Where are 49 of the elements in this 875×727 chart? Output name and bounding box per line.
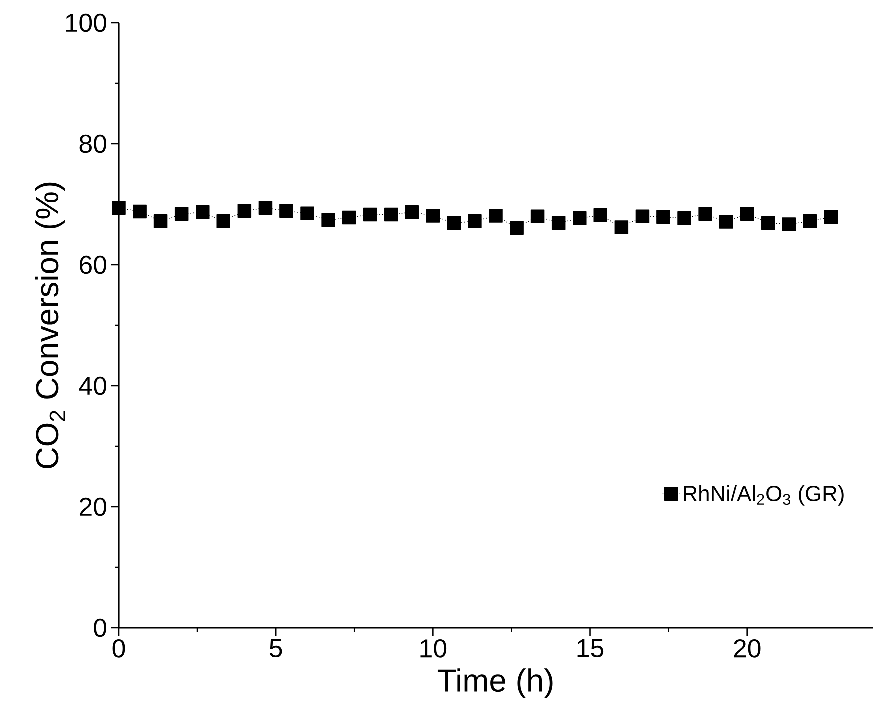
y-axis-title: CO$_{2}$ Conversion (%): [35, 182, 66, 469]
point: [824, 210, 838, 224]
point: [196, 205, 210, 220]
point: [678, 212, 692, 226]
point: [656, 210, 670, 224]
point: [510, 221, 524, 235]
point: [762, 216, 776, 230]
point: [614, 220, 629, 234]
y-tick-label: 0: [94, 618, 106, 638]
point: [216, 214, 230, 228]
point: [133, 204, 147, 219]
y-tick-label: 40: [79, 376, 106, 396]
x-tick-label: 20: [734, 639, 761, 658]
point: [636, 210, 650, 224]
point: [112, 201, 126, 215]
point: [552, 216, 566, 230]
y-tick-label: 20: [80, 498, 106, 516]
point: [300, 206, 314, 220]
point: [384, 208, 398, 222]
y-tick-label: 80: [80, 134, 106, 154]
point: [530, 210, 545, 224]
point: [363, 208, 378, 222]
legend-label: RhNi/Al$_{2}$O$_{3}$ (GR): [684, 485, 844, 506]
x-tick-label: 5: [270, 639, 282, 658]
x-tick-label: 10: [420, 639, 447, 658]
x-tick-label: 15: [578, 639, 604, 658]
x-tick-label: 0: [112, 639, 126, 658]
point: [238, 204, 252, 218]
point: [154, 214, 168, 228]
y-tick-label: 60: [80, 256, 106, 274]
point: [258, 201, 273, 215]
point: [280, 204, 294, 218]
point: [468, 214, 482, 228]
point: [740, 207, 754, 222]
point: [342, 210, 356, 225]
point: [174, 207, 189, 222]
x-axis-title: Time (h): [438, 668, 553, 698]
point: [426, 209, 440, 223]
point: [698, 207, 712, 222]
point: [782, 218, 796, 232]
point: [489, 209, 503, 223]
point: [573, 212, 587, 226]
point: [719, 215, 734, 229]
y-tick-label: 100: [66, 14, 106, 32]
point: [405, 205, 419, 220]
point: [803, 214, 818, 228]
point: [322, 213, 336, 228]
point: [594, 208, 608, 222]
point: [447, 216, 462, 230]
